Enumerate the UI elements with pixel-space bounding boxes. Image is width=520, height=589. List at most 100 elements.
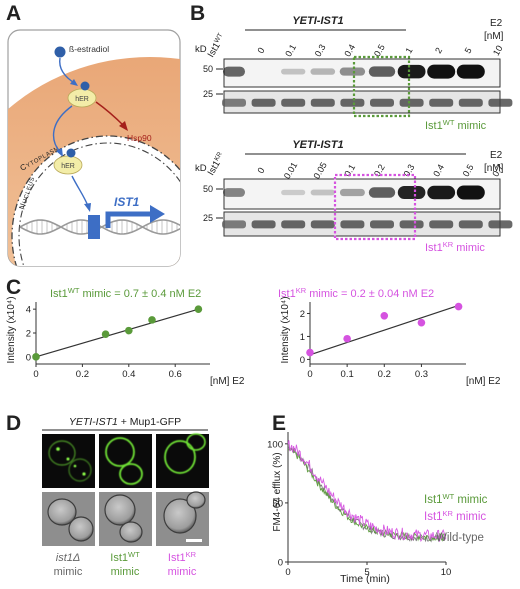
estradiol-label: ß-estradiol <box>69 44 109 54</box>
plot-c-left-fit-line <box>35 308 199 358</box>
blot-bottom-upper-membrane <box>223 178 501 210</box>
arrow-estradiol-icon <box>59 57 77 85</box>
plot-c-left-y-tick-label: 0 <box>26 352 31 363</box>
lane-label: 0.1 <box>283 43 298 59</box>
dna-strand <box>19 219 180 235</box>
plot-c-right-point <box>454 302 463 311</box>
plot-c-right-xlabel: [nM] E2 <box>466 376 501 387</box>
panel-letter-a: A <box>6 2 22 25</box>
loading-band <box>340 98 365 107</box>
blot-bottom-construct: YETI-IST1 <box>292 139 343 151</box>
loading-band <box>222 220 246 229</box>
blot-bottom-mimic-label: Ist1KR mimic <box>425 240 485 254</box>
hsp90-label: Hsp90 <box>127 133 152 143</box>
plot-c-right-point <box>306 348 314 357</box>
plot-c-right-x-tick-label: 0.1 <box>341 369 354 380</box>
nucleus-label: Nucleus <box>17 175 36 210</box>
plot-d-col1-line1: ist1Δ <box>56 552 81 564</box>
loading-band <box>251 98 276 107</box>
loading-band <box>429 98 454 107</box>
loading-band <box>222 98 246 107</box>
plot-e-series-line <box>287 447 447 542</box>
blot-bottom-e2: E2 <box>490 150 503 161</box>
plot-e-legend-wt: Ist1WT mimic <box>424 492 488 506</box>
lane-label: 0.4 <box>431 163 446 179</box>
plot-c-right-x-tick-label: 0 <box>307 369 312 380</box>
lane-label: 2 <box>433 46 444 55</box>
protein-band <box>397 64 426 79</box>
plot-c-right: 0 0.1 0.2 0.3 0 1 2 <box>300 302 466 380</box>
cytoplasm-label: Cytoplasm <box>19 143 61 173</box>
lane-label: 0 <box>255 46 266 55</box>
plot-c-right-y-tick-label: 2 <box>300 309 305 320</box>
loading-band <box>281 220 306 229</box>
blot-top-construct: YETI-IST1 <box>292 15 343 27</box>
blot-top-lane-labels: 0 0.1 0.3 0.4 0.5 1 2 5 10 <box>255 43 504 59</box>
lane-label: 0.5 <box>461 163 476 179</box>
promoter-box <box>88 215 100 239</box>
plot-d-col3-line2: mimic <box>168 566 197 578</box>
hsp90-arrowhead-icon <box>119 121 128 131</box>
panel-letter-e: E <box>272 412 287 435</box>
plot-e-series-line <box>287 446 447 543</box>
loading-band <box>488 98 513 107</box>
lane-label: 0 <box>255 166 266 175</box>
panel-letter-b: B <box>190 2 206 25</box>
protein-band <box>281 189 306 196</box>
lane-label: 1 <box>403 46 414 55</box>
dna-helix <box>19 219 180 235</box>
loading-band <box>458 220 483 229</box>
blot-top-mw-50: 50 <box>203 64 213 74</box>
protein-band <box>281 68 306 75</box>
lane-label: 5 <box>463 46 474 55</box>
plot-c-left-x-tick-label: 0.2 <box>76 369 89 380</box>
lane-label: 0.1 <box>342 163 357 179</box>
plot-c-right-fit-line <box>309 304 459 356</box>
loading-band <box>281 98 306 107</box>
protein-band <box>456 64 485 79</box>
plot-c-right-ylabel: Intensity (x10⁴) <box>280 296 291 363</box>
loading-band <box>399 98 424 107</box>
nucleus-outer-membrane <box>11 135 180 266</box>
blot-top-kd: kD <box>195 44 207 55</box>
blot-top: Ist1WT YETI-IST1 E2 [nM] kD 0 0.1 0.3 0.4 0.… <box>195 15 513 132</box>
blot-bottom: Ist1KR YETI-IST1 E2 [nM] kD 0 0.01 0.05 0.1… <box>195 139 513 254</box>
plot-e-y-tick-label: 50 <box>272 498 283 509</box>
arrowhead-nucleus-icon <box>56 148 63 157</box>
plot-c-left-point <box>148 316 156 324</box>
her-cytoplasm-label: hER <box>75 96 89 103</box>
blot-bottom-kd: kD <box>195 163 207 174</box>
loading-band <box>429 220 454 229</box>
her-cytoplasm <box>67 88 97 108</box>
blot-bottom-ctrl-label: Ist1KR <box>206 151 228 178</box>
panel-letter-d: D <box>6 412 22 435</box>
plot-c-right-x-tick-label: 0.3 <box>415 369 428 380</box>
protein-band <box>397 185 426 200</box>
plot-d-col2-line1: Ist1WT <box>110 550 140 564</box>
plot-e-x-tick-label: 10 <box>441 567 452 578</box>
protein-band <box>339 188 365 197</box>
gfp-image-kr <box>156 434 209 488</box>
plot-c-right-x-tick-label: 0.2 <box>378 369 391 380</box>
nucleus-inner-membrane <box>18 142 180 266</box>
estradiol-dot <box>54 46 66 58</box>
plot-e-legend-kr: Ist1KR mimic <box>424 509 486 523</box>
blot-top-mimic-box <box>352 55 411 118</box>
lane-label: 0.2 <box>372 163 387 179</box>
hsp90-arrow-icon <box>95 101 125 127</box>
plot-c-right-y-tick-label: 1 <box>300 332 305 343</box>
arrow-to-nucleus-icon <box>52 105 73 153</box>
lane-label: 0.01 <box>282 160 299 180</box>
loading-band <box>251 220 276 229</box>
plot-e-xlabel: Time (min) <box>340 573 390 585</box>
blot-bottom-mimic-box <box>333 173 417 241</box>
plot-c-left-y-tick-label: 2 <box>26 329 31 340</box>
gfp-image-ist1d <box>42 434 95 488</box>
plot-c-right-point <box>417 318 426 327</box>
plot-d-col2-line2: mimic <box>111 566 140 578</box>
plot-c-left-point <box>32 353 40 361</box>
arrowhead-icon <box>70 79 78 86</box>
